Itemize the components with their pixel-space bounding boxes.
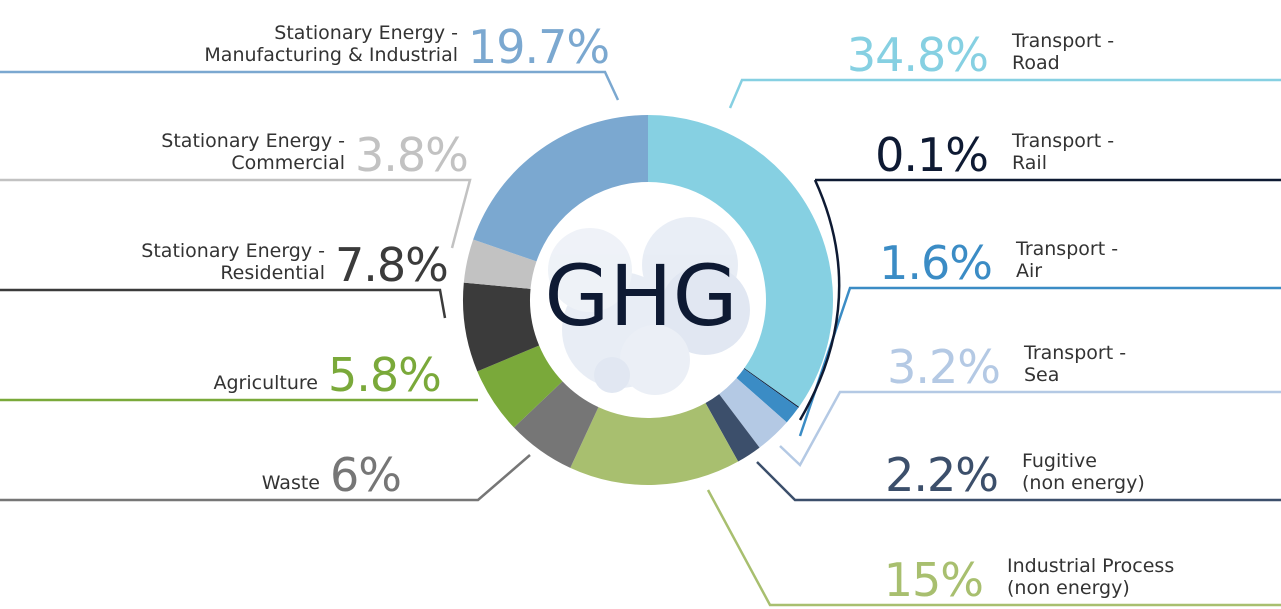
donut-slice xyxy=(743,368,800,408)
donut-slice xyxy=(648,115,834,407)
donut-slice xyxy=(463,239,537,289)
leader-line xyxy=(779,390,1281,468)
category-label: Transport - Air xyxy=(1016,238,1119,282)
value-label: 15% xyxy=(883,553,984,607)
leader-line xyxy=(0,70,620,101)
leader-line xyxy=(0,178,472,249)
value-label: 6% xyxy=(330,448,402,502)
value-label: 2.2% xyxy=(885,448,999,502)
donut-slice xyxy=(463,282,540,372)
leader-line xyxy=(756,461,1281,502)
category-label: Stationary Energy - Commercial xyxy=(161,130,345,174)
leader-line xyxy=(728,78,1281,109)
donut-slice xyxy=(513,381,599,468)
value-label: 0.1% xyxy=(875,128,989,182)
value-label: 34.8% xyxy=(846,28,989,82)
category-label: Stationary Energy - Residential xyxy=(141,240,325,284)
category-label: Fugitive (non energy) xyxy=(1022,450,1145,494)
donut-slice xyxy=(477,345,563,428)
donut-slice xyxy=(719,378,787,448)
leader-line xyxy=(798,179,841,421)
leader-line xyxy=(706,489,1281,607)
donut-slice xyxy=(570,403,739,485)
leader-line xyxy=(0,454,531,502)
value-label: 3.8% xyxy=(355,128,469,182)
value-label: 19.7% xyxy=(468,20,610,74)
category-label: Stationary Energy - Manufacturing & Indu… xyxy=(204,22,458,66)
category-label: Transport - Sea xyxy=(1024,342,1127,386)
donut-slice xyxy=(473,115,648,262)
value-label: 1.6% xyxy=(879,236,993,290)
donut-slice xyxy=(705,394,760,462)
category-label: Industrial Process (non energy) xyxy=(1007,555,1175,599)
category-label: Transport - Rail xyxy=(1012,130,1115,174)
leader-line xyxy=(0,288,447,319)
category-label: Agriculture xyxy=(213,372,319,394)
value-label: 7.8% xyxy=(335,238,449,292)
donut xyxy=(463,115,834,485)
bubbles xyxy=(548,217,750,395)
donut-slice xyxy=(736,368,799,423)
center-label: GHG xyxy=(544,247,737,345)
category-label: Waste xyxy=(261,472,320,494)
category-label: Transport - Road xyxy=(1012,30,1115,74)
value-label: 3.2% xyxy=(887,340,1001,394)
value-label: 5.8% xyxy=(328,348,442,402)
